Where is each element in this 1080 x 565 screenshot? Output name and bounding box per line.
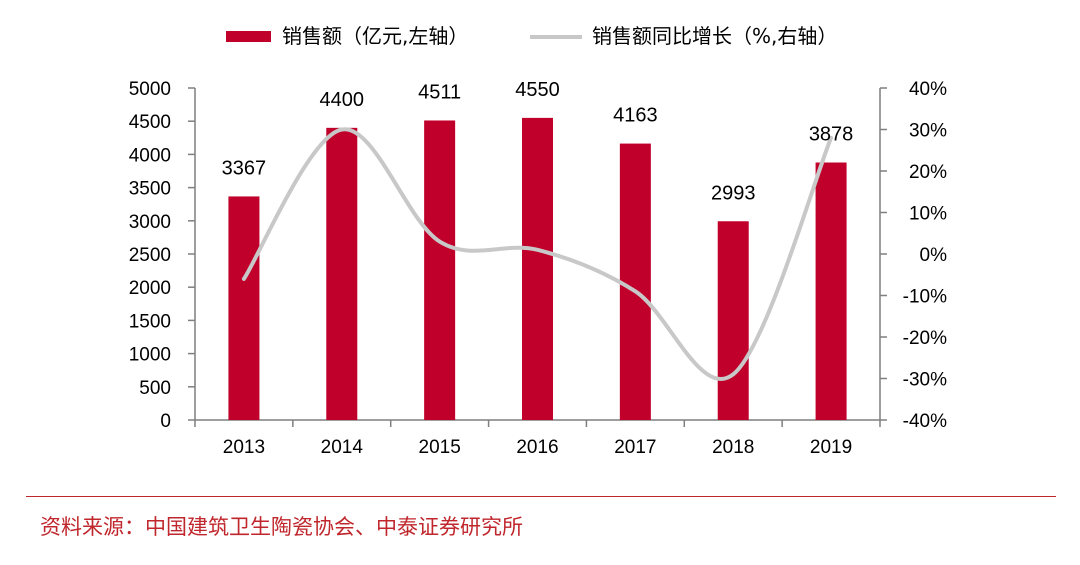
right-axis-tick-label: 30% [909, 121, 947, 142]
bar-data-label: 4511 [418, 81, 461, 103]
legend-bar-label: 销售额（亿元,左轴） [282, 24, 468, 48]
source-note: 资料来源：中国建筑卫生陶瓷协会、中泰证券研究所 [40, 515, 523, 539]
right-axis-tick-label: 10% [909, 204, 947, 225]
data-labels: 3367 4400 4511 4550 4163 2993 3878 [222, 79, 854, 204]
right-axis-tick-label: -40% [903, 411, 947, 432]
left-axis-tick-label: 4000 [129, 145, 171, 166]
bar [228, 196, 260, 420]
bar [522, 117, 553, 420]
bar-data-label: 2993 [711, 182, 756, 204]
left-axis-tick-label: 500 [139, 378, 171, 399]
right-axis-tick-label: -20% [903, 328, 947, 349]
bar-data-label: 4163 [613, 105, 658, 127]
left-axis-tick-label: 5000 [129, 79, 171, 100]
x-axis-tick-label: 2018 [712, 437, 754, 458]
x-axis-tick-label: 2017 [614, 437, 656, 458]
left-axis-tick-label: 2500 [129, 245, 171, 266]
right-axis-tick-label: 0% [920, 245, 948, 266]
bar-data-label: 4400 [320, 89, 365, 111]
yoy-line-path [241, 127, 834, 381]
right-axis-tick-label: -30% [903, 370, 947, 391]
source-divider [26, 496, 1056, 497]
legend: 销售额（亿元,左轴） 销售额同比增长（%,右轴） [226, 24, 837, 48]
x-axis-tick-label: 2019 [810, 437, 852, 458]
bar-data-label: 3878 [809, 124, 854, 146]
right-axis-tick-label: 40% [909, 79, 947, 100]
right-axis-tick-label: -10% [903, 287, 947, 308]
bar [619, 143, 651, 421]
legend-line-label: 销售额同比增长（%,右轴） [592, 24, 837, 48]
right-axis: -40% -30% -20% -10% 0% 10% 20% 30% 40% [879, 79, 948, 432]
bar [717, 221, 749, 420]
left-axis: 0 500 1000 1500 2000 2500 3000 3500 4000 4500 5000 [129, 79, 196, 432]
right-axis-tick-label: 20% [909, 162, 947, 183]
left-axis-tick-label: 2000 [129, 278, 171, 299]
bar [326, 127, 358, 420]
bar-data-label: 3367 [222, 157, 267, 179]
bar-data-label: 4550 [515, 79, 560, 101]
legend-bar-swatch [226, 31, 271, 42]
bar-series [228, 117, 847, 421]
bar [815, 162, 847, 420]
x-axis: 2013 2014 2015 2016 2017 2018 2019 [194, 419, 881, 458]
left-axis-tick-label: 3000 [129, 212, 171, 233]
left-axis-tick-label: 4500 [129, 112, 171, 133]
x-axis-tick-label: 2016 [516, 437, 558, 458]
left-axis-tick-label: 1500 [129, 311, 171, 332]
bar [424, 120, 456, 420]
left-axis-tick-label: 3500 [129, 179, 171, 200]
left-axis-tick-label: 0 [160, 411, 171, 432]
x-axis-tick-label: 2013 [223, 437, 265, 458]
x-axis-tick-label: 2015 [419, 437, 461, 458]
yoy-line-series [241, 127, 834, 381]
x-axis-tick-label: 2014 [321, 437, 364, 458]
left-axis-tick-label: 1000 [129, 345, 171, 366]
